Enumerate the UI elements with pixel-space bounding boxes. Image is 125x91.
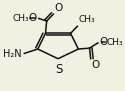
Text: O: O <box>54 3 62 13</box>
Text: O: O <box>28 13 36 23</box>
Text: O: O <box>100 37 108 47</box>
Text: O: O <box>92 60 100 70</box>
Text: S: S <box>55 63 62 76</box>
Text: CH₃: CH₃ <box>12 14 29 23</box>
Text: H₂N: H₂N <box>3 49 22 59</box>
Text: CH₃: CH₃ <box>79 15 96 24</box>
Text: CH₃: CH₃ <box>106 37 123 47</box>
